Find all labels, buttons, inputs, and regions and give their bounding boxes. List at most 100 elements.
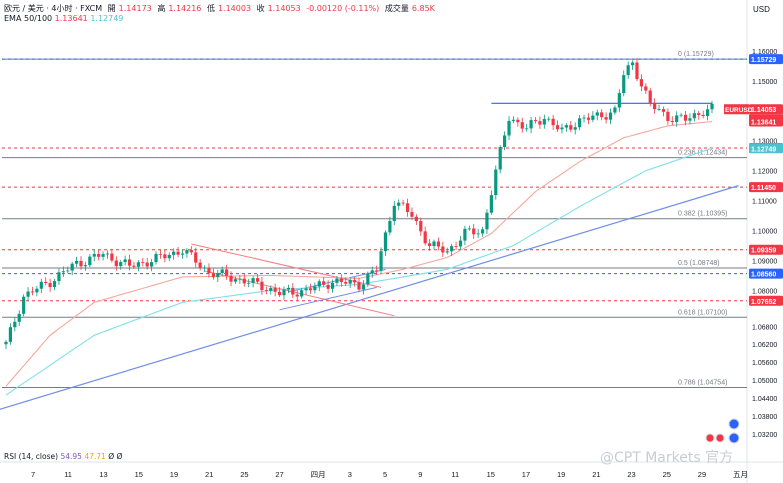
candle-body	[48, 283, 52, 288]
candle-body	[383, 232, 388, 252]
x-tick-label: 27	[275, 470, 283, 479]
candle-body	[675, 115, 679, 123]
candle-body	[397, 202, 401, 206]
candle-body	[352, 280, 357, 283]
candle-body	[436, 241, 441, 247]
channel-lower-line	[204, 270, 395, 317]
x-tick-label: 21	[592, 470, 600, 479]
candle-body	[145, 262, 149, 267]
candle-body	[441, 246, 445, 253]
ema-legend[interactable]: EMA 50/100 1.13641 1.12749	[4, 14, 123, 23]
candle-body	[617, 93, 621, 108]
candle-body	[414, 216, 418, 222]
candle-body	[79, 260, 83, 267]
y-tick-label: 1.12000	[752, 169, 777, 176]
close-label: 收	[256, 4, 265, 13]
fib-level-label: 0.236 (1.12434)	[678, 150, 727, 157]
rsi-v4: Ø	[116, 452, 123, 461]
y-tick-label: 1.05000	[752, 378, 777, 385]
candle-body	[326, 284, 330, 289]
symbol-tag-label: EURUSD	[725, 107, 753, 114]
fib-level-label: 0 (1.15729)	[678, 51, 714, 58]
low-label: 低	[206, 4, 215, 13]
ema50-value: 1.13641	[54, 14, 88, 23]
currency-label: USD	[753, 5, 770, 14]
candle-body	[683, 114, 688, 121]
price-tag	[749, 116, 783, 127]
low-value: 1.14003	[217, 4, 252, 13]
candle-body	[295, 294, 299, 297]
candle-body	[238, 278, 242, 280]
candle-body	[445, 251, 449, 253]
rsi-legend[interactable]: RSI (14, close) 54.95 47.71 Ø Ø	[4, 452, 122, 461]
x-tick-label: 25	[240, 470, 248, 479]
candle-body	[701, 114, 705, 117]
candle-body	[419, 221, 423, 232]
high-label: 高	[157, 4, 166, 13]
candle-body	[661, 109, 666, 112]
candle-body	[516, 119, 520, 123]
candle-body	[114, 260, 118, 267]
candle-body	[547, 118, 551, 120]
candle-body	[57, 272, 61, 282]
price-tag-label: 1.09359	[751, 248, 776, 255]
open-value: 1.14173	[118, 4, 152, 13]
open-label: 開	[107, 4, 116, 13]
candle-body	[255, 278, 260, 282]
candle-body	[697, 113, 701, 115]
chart-header: 欧元 / 美元 · 4小时 · FXCM 開 1.14173 高 1.14216 低…	[4, 3, 438, 14]
candle-body	[44, 281, 48, 284]
candle-body	[17, 313, 21, 322]
candle-body	[613, 107, 617, 113]
symbol-tag	[724, 104, 749, 115]
candle-body	[154, 253, 158, 263]
candle-body	[339, 278, 343, 282]
x-tick-label: 13	[99, 470, 107, 479]
channel-upper-line	[191, 243, 382, 288]
candle-body	[269, 288, 273, 291]
candle-body	[476, 233, 480, 235]
candle-body	[105, 253, 110, 255]
candle-body	[388, 220, 392, 233]
candle-body	[489, 195, 493, 213]
candle-body	[578, 118, 582, 128]
x-tick-label: 五月	[733, 470, 748, 479]
candle-body	[564, 125, 568, 128]
candle-body	[291, 287, 295, 295]
fib-level-label: 0.618 (1.07100)	[678, 309, 727, 316]
candle-body	[273, 288, 277, 292]
candle-body	[185, 250, 189, 254]
candle-body	[260, 281, 264, 291]
candle-body	[507, 120, 511, 136]
candle-body	[604, 117, 608, 120]
candle-body	[423, 231, 427, 244]
symbol-title[interactable]: 欧元 / 美元 · 4小时 · FXCM	[4, 4, 103, 13]
candle-body	[405, 203, 410, 212]
candle-body	[679, 114, 683, 116]
candle-body	[432, 241, 436, 247]
candle-body	[511, 119, 516, 121]
candle-body	[207, 267, 211, 274]
candle-body	[13, 321, 17, 328]
candle-body	[458, 240, 463, 247]
candle-body	[653, 102, 657, 110]
close-value: 1.14053	[267, 4, 301, 13]
candle-body	[189, 250, 193, 253]
price-tag-label: 1.08560	[751, 272, 776, 279]
candle-body	[626, 65, 630, 76]
x-tick-label: 7	[31, 470, 35, 479]
price-tag	[749, 54, 783, 65]
ema100-line	[5, 147, 713, 396]
candle-body	[379, 251, 383, 271]
price-tag	[749, 104, 783, 115]
candle-body	[202, 267, 207, 269]
candle-body	[361, 284, 366, 290]
candle-body	[123, 259, 127, 263]
trend-line	[0, 185, 739, 410]
candle-body	[344, 281, 348, 284]
y-tick-label: 1.08000	[752, 288, 777, 295]
candle-body	[410, 211, 414, 217]
watermark: @CPT Markets 官方	[600, 450, 734, 466]
candle-body	[251, 278, 255, 283]
